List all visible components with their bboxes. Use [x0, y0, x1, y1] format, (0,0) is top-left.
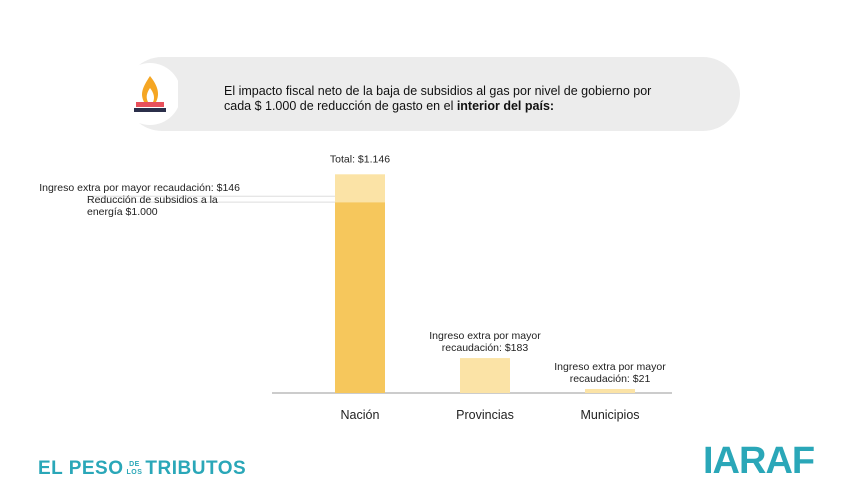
brand-right: TRIBUTOS: [145, 458, 247, 479]
brand-small-top: DE: [129, 461, 140, 468]
title-text: El impacto fiscal neto de la baja de sub…: [224, 84, 652, 113]
brand-left: EL PESO: [38, 458, 124, 479]
footer-logo: IARAF: [703, 440, 815, 482]
flame-icon: [122, 63, 178, 125]
bar-segment: [585, 388, 635, 393]
footer-brand: EL PESO DE LOS TRIBUTOS: [38, 458, 246, 480]
value-label: Ingreso extra por mayor recaudación: $21: [554, 360, 666, 385]
value-label: Ingreso extra por mayor recaudación: $14…: [39, 182, 240, 195]
x-tick-label: Nación: [341, 408, 380, 422]
bar-segment: [335, 174, 385, 203]
x-tick-label: Municipios: [580, 408, 639, 422]
header-title: El impacto fiscal neto de la baja de sub…: [224, 84, 674, 114]
header-pill: [125, 57, 740, 131]
brand-small: DE LOS: [127, 461, 143, 477]
value-label: Ingreso extra por mayor recaudación: $18…: [429, 330, 541, 355]
brand-small-bottom: LOS: [126, 469, 143, 476]
value-label: Reducción de subsidios a la energía $1.0…: [87, 194, 218, 219]
x-tick-label: Provincias: [456, 408, 514, 422]
total-label: Total: $1.146: [330, 153, 390, 165]
title-bold: interior del país:: [456, 99, 555, 113]
bar-segment: [335, 202, 385, 393]
bar-segment: [460, 358, 510, 393]
